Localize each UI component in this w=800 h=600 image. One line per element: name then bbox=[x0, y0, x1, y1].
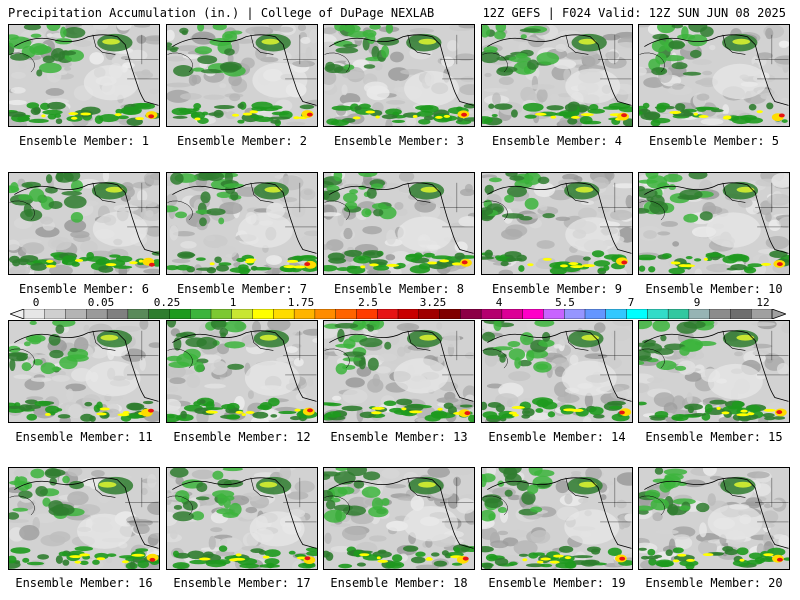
colorbar-segment bbox=[605, 309, 628, 319]
ensemble-member-map bbox=[481, 172, 633, 275]
colorbar-segment bbox=[148, 309, 170, 319]
ensemble-member-map bbox=[638, 172, 790, 275]
ensemble-member-label: Ensemble Member: 20 bbox=[645, 576, 783, 590]
ensemble-member-map bbox=[166, 467, 318, 570]
ensemble-member-label: Ensemble Member: 11 bbox=[15, 430, 153, 444]
colorbar-segment bbox=[564, 309, 586, 319]
colorbar-segment bbox=[86, 309, 108, 319]
map-title: Precipitation Accumulation (in.) | Colle… bbox=[8, 6, 435, 20]
colorbar-tick-label: 0 bbox=[32, 296, 40, 309]
colorbar-segment bbox=[314, 309, 337, 319]
colorbar-segment bbox=[169, 309, 191, 319]
ensemble-member-label: Ensemble Member: 18 bbox=[330, 576, 468, 590]
ensemble-member-label: Ensemble Member: 12 bbox=[173, 430, 311, 444]
colorbar-segment bbox=[106, 309, 129, 319]
colorbar-segment bbox=[480, 309, 503, 319]
colorbar-segment bbox=[377, 309, 399, 319]
colorbar-segment bbox=[460, 309, 482, 319]
ensemble-member-map bbox=[638, 24, 790, 127]
colorbar-tick-label: 0.05 bbox=[87, 296, 115, 309]
ensemble-member-map bbox=[166, 24, 318, 127]
colorbar-segment bbox=[356, 309, 378, 319]
ensemble-member-label: Ensemble Member: 1 bbox=[18, 134, 150, 148]
colorbar-tick-label: 1 bbox=[229, 296, 237, 309]
ensemble-member-label: Ensemble Member: 6 bbox=[18, 282, 150, 296]
ensemble-member-label: Ensemble Member: 19 bbox=[488, 576, 626, 590]
ensemble-member-label: Ensemble Member: 14 bbox=[488, 430, 626, 444]
colorbar-segment bbox=[709, 309, 731, 319]
ensemble-member-map bbox=[166, 320, 318, 423]
colorbar-segment bbox=[522, 309, 544, 319]
ensemble-member-map bbox=[481, 467, 633, 570]
colorbar-segment bbox=[647, 309, 669, 319]
ensemble-member-map bbox=[323, 320, 475, 423]
ensemble-member-label: Ensemble Member: 3 bbox=[333, 134, 465, 148]
ensemble-member-map bbox=[323, 467, 475, 570]
colorbar-segment bbox=[23, 309, 46, 319]
colorbar-tick-label: 1.75 bbox=[287, 296, 315, 309]
colorbar-segment bbox=[231, 309, 254, 319]
colorbar-segment bbox=[293, 309, 316, 319]
ensemble-member-map bbox=[481, 24, 633, 127]
ensemble-member-map bbox=[638, 320, 790, 423]
model-valid-time: 12Z GEFS | F024 Valid: 12Z SUN JUN 08 20… bbox=[482, 6, 786, 20]
colorbar-segment bbox=[335, 309, 357, 319]
ensemble-member-map bbox=[166, 172, 318, 275]
colorbar-segment bbox=[210, 309, 233, 319]
ensemble-member-label: Ensemble Member: 10 bbox=[645, 282, 783, 296]
ensemble-member-label: Ensemble Member: 8 bbox=[333, 282, 465, 296]
ensemble-member-map bbox=[8, 320, 160, 423]
colorbar-tick-label: 2.5 bbox=[358, 296, 378, 309]
colorbar-segment bbox=[501, 309, 524, 319]
ensemble-member-label: Ensemble Member: 2 bbox=[176, 134, 308, 148]
ensemble-member-map bbox=[8, 172, 160, 275]
precip-colorbar bbox=[10, 309, 786, 319]
colorbar-tick-label: 5.5 bbox=[555, 296, 575, 309]
ensemble-member-label: Ensemble Member: 15 bbox=[645, 430, 783, 444]
ensemble-member-label: Ensemble Member: 13 bbox=[330, 430, 468, 444]
ensemble-member-label: Ensemble Member: 16 bbox=[15, 576, 153, 590]
colorbar-segment bbox=[584, 309, 607, 319]
colorbar-tick-label: 9 bbox=[693, 296, 701, 309]
ensemble-member-label: Ensemble Member: 17 bbox=[173, 576, 311, 590]
colorbar-tick-label: 0.25 bbox=[153, 296, 181, 309]
colorbar-arrow-left bbox=[10, 309, 25, 319]
ensemble-member-map bbox=[8, 467, 160, 570]
ensemble-member-map bbox=[8, 24, 160, 127]
colorbar-segment bbox=[44, 309, 67, 319]
colorbar-segment bbox=[667, 309, 690, 319]
ensemble-member-label: Ensemble Member: 7 bbox=[176, 282, 308, 296]
colorbar-segment bbox=[751, 309, 773, 319]
colorbar-segment bbox=[688, 309, 711, 319]
colorbar-segment bbox=[626, 309, 648, 319]
colorbar-segment bbox=[190, 309, 212, 319]
colorbar-segment bbox=[397, 309, 420, 319]
ensemble-member-map bbox=[638, 467, 790, 570]
ensemble-member-label: Ensemble Member: 4 bbox=[491, 134, 623, 148]
colorbar-segment bbox=[543, 309, 565, 319]
colorbar-segment bbox=[252, 309, 274, 319]
colorbar-segment bbox=[65, 309, 87, 319]
colorbar-segment bbox=[730, 309, 752, 319]
colorbar-tick-label: 3.25 bbox=[419, 296, 447, 309]
colorbar-segment bbox=[127, 309, 150, 319]
ensemble-member-label: Ensemble Member: 5 bbox=[648, 134, 780, 148]
colorbar-segment bbox=[418, 309, 441, 319]
colorbar-tick-label: 4 bbox=[495, 296, 503, 309]
colorbar-tick-label: 12 bbox=[756, 296, 770, 309]
colorbar-segment bbox=[439, 309, 461, 319]
colorbar-segment bbox=[273, 309, 295, 319]
ensemble-member-map bbox=[323, 24, 475, 127]
colorbar-tick-label: 7 bbox=[627, 296, 635, 309]
ensemble-member-label: Ensemble Member: 9 bbox=[491, 282, 623, 296]
ensemble-member-map bbox=[481, 320, 633, 423]
ensemble-member-map bbox=[323, 172, 475, 275]
colorbar-arrow-right bbox=[771, 309, 786, 319]
